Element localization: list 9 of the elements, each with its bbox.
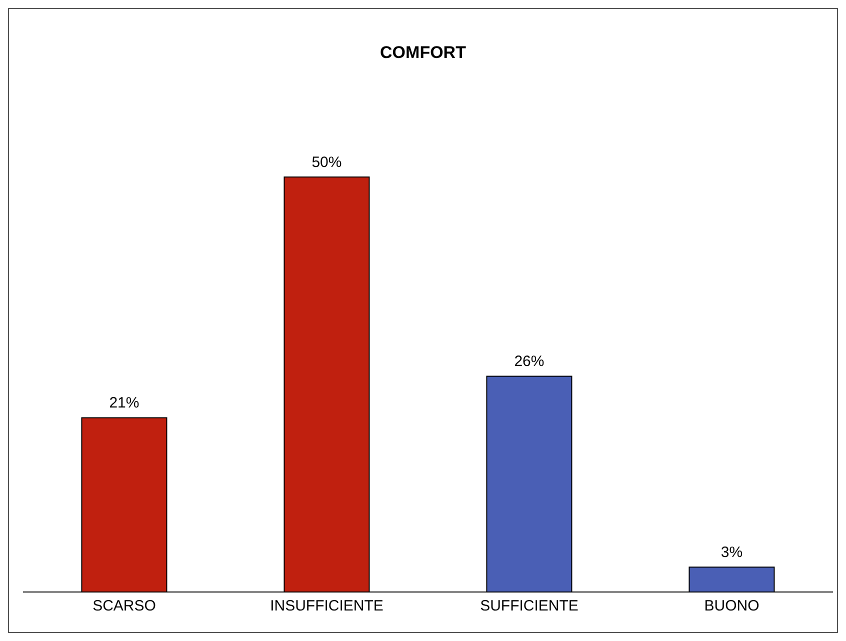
x-tick-label: BUONO — [704, 598, 760, 615]
data-label: 26% — [514, 353, 544, 370]
x-tick-label: INSUFFICIENTE — [270, 598, 384, 615]
x-tick-label: SCARSO — [92, 598, 156, 615]
x-tick-label: SUFFICIENTE — [480, 598, 578, 615]
chart-title: COMFORT — [379, 43, 467, 63]
data-label: 3% — [720, 544, 743, 562]
data-label: 50% — [312, 154, 342, 171]
data-label: 21% — [109, 394, 140, 412]
